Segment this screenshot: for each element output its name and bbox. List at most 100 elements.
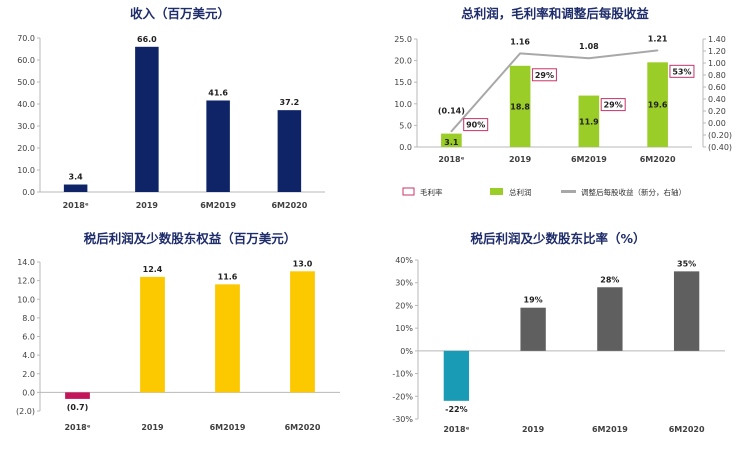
x-tick-label-6m2019: 6M2019 [210, 423, 246, 432]
y-tick-label: (2.0) [16, 407, 35, 416]
data-label-6m2019: 41.6 [208, 88, 228, 97]
y2-tick-label: (0.20) [708, 131, 732, 140]
y-tick-label: 20% [395, 301, 413, 310]
y-tick-label: 60.0 [17, 56, 35, 65]
x-tick-label-6m2019: 6M2019 [592, 425, 628, 434]
gross-margin-label-2019: 29% [535, 71, 554, 80]
y-tick-label: 10.0 [17, 166, 35, 175]
bar-6m2020 [277, 110, 302, 192]
data-label-2018: -22% [445, 405, 467, 414]
adjusted-eps-point-6m2020 [656, 49, 659, 52]
y2-tick-label: 0.40 [708, 95, 726, 104]
bar-2019 [520, 307, 546, 351]
y-tick-label: 20.0 [17, 144, 35, 153]
y-tick-label: -20% [392, 392, 413, 401]
y-tick-label: 4.0 [22, 351, 35, 360]
gross-profit-label-2019: 18.8 [510, 102, 530, 111]
legend-label-gross-margin: 毛利率 [420, 187, 443, 197]
y-tick-label: 2.0 [22, 370, 35, 379]
x-tick-label-6m2019: 6M2019 [200, 201, 236, 210]
gross-profit-label-6m2020: 19.6 [648, 101, 668, 110]
y-tick-label: 15.0 [394, 78, 412, 87]
y2-tick-label: 0.00 [708, 119, 726, 128]
x-tick-label-2018: 2018ᵉ [438, 155, 464, 164]
bar-2018 [63, 184, 88, 192]
x-tick-label-2019: 2019 [141, 423, 164, 432]
y-tick-label: 8.0 [22, 314, 35, 323]
adjusted-eps-label-2019: 1.16 [510, 37, 530, 46]
x-tick-label-6m2020: 6M2020 [640, 155, 676, 164]
bar-6m2019 [597, 287, 623, 351]
x-tick-label-6m2019: 6M2019 [571, 155, 607, 164]
y-tick-label: 40% [395, 256, 413, 265]
x-tick-label-6m2020: 6M2020 [669, 425, 705, 434]
y-tick-label: 30% [395, 279, 413, 288]
y2-tick-label: 1.40 [708, 35, 726, 44]
y2-tick-label: 0.60 [708, 83, 726, 92]
gross-margin-box-6m2019 [600, 98, 626, 112]
data-label-6m2020: 35% [677, 259, 696, 268]
bar-6m2019 [206, 100, 230, 192]
bar-6m2020 [290, 271, 315, 393]
y-tick-label: 70.0 [17, 34, 35, 43]
gross-margin-box-6m2020 [669, 64, 695, 78]
x-tick-label-6m2020: 6M2020 [271, 201, 307, 210]
adjusted-eps-label-6m2020: 1.21 [648, 34, 668, 43]
y-tick-label: -10% [392, 370, 413, 379]
x-tick-label-6m2020: 6M2020 [285, 423, 321, 432]
legend-label-adjusted-eps: 调整后每股收益（新分，右轴） [581, 187, 686, 197]
y-tick-label: 40.0 [17, 100, 35, 109]
net-margin-chart-title: 税后利润及少数股东比率（%） [470, 231, 645, 246]
y2-tick-label: 1.20 [708, 47, 726, 56]
y-tick-label: 0.0 [399, 143, 412, 152]
data-label-2019: 12.4 [143, 265, 163, 274]
net-profit-chart-title: 税后利润及少数股东权益（百万美元） [84, 231, 297, 246]
y-tick-label: 12.0 [17, 277, 35, 286]
data-label-2019: 19% [524, 296, 543, 305]
adjusted-eps-point-6m2019 [588, 57, 590, 59]
legend-swatch-gross-margin [402, 187, 415, 196]
adjusted-eps-label-2018: (0.14) [438, 106, 465, 115]
y-tick-label: 10% [395, 324, 413, 333]
y-tick-label: 0% [400, 347, 413, 356]
y-tick-label: 0.0 [22, 188, 35, 197]
y-tick-label: 20.0 [394, 57, 412, 66]
gross-profit-chart-title: 总利润，毛利率和调整后每股收益 [461, 6, 649, 21]
y-tick-label: 14.0 [17, 258, 35, 267]
y2-tick-label: (0.40) [708, 143, 732, 152]
y-tick-label: 10.0 [394, 100, 412, 109]
legend-label-gross-profit: 总利润 [509, 187, 532, 197]
bar-6m2019 [215, 284, 240, 393]
data-label-6m2020: 37.2 [280, 98, 300, 107]
gross-profit-label-2018: 3.1 [444, 138, 459, 147]
y-tick-label: 10.0 [17, 295, 35, 304]
data-label-2018: 3.4 [69, 173, 84, 182]
y-tick-label: 6.0 [22, 333, 35, 342]
x-tick-label-2019: 2019 [136, 201, 159, 210]
x-tick-label-2018: 2018ᵉ [443, 425, 469, 434]
bar-6m2020 [673, 271, 700, 351]
y-tick-label: 25.0 [394, 35, 412, 44]
net-profit-chart: 税后利润及少数股东权益（百万美元） (2.0) 0.0 2.0 4.0 6.0 8.0 10… [16, 231, 340, 432]
adjusted-eps-line [450, 49, 658, 133]
bar-2018 [443, 350, 470, 401]
gross-profit-bar-2019 [509, 65, 531, 147]
y-tick-label: 30.0 [17, 122, 35, 131]
x-tick-label-2018: 2018ᵉ [63, 201, 89, 210]
data-label-2018: (0.7) [67, 403, 88, 412]
gross-profit-bar-6m2019 [578, 95, 600, 147]
x-tick-label-2019: 2019 [509, 155, 532, 164]
y-tick-label: 50.0 [17, 78, 35, 87]
revenue-chart: 收入（百万美元） 0.0 10.0 20.0 30.0 40.0 50.0 60.0 70.0… [17, 6, 325, 210]
gross-profit-legend: 毛利率 总利润 调整后每股收益（新分，右轴） [402, 187, 686, 197]
gross-margin-label-6m2019: 29% [604, 101, 623, 110]
gross-profit-chart: 总利润，毛利率和调整后每股收益 0.0 5.0 10.0 15.0 20.0 25.0 (0… [394, 6, 732, 197]
data-label-2019: 66.0 [137, 35, 157, 44]
bar-2019 [135, 46, 159, 192]
adjusted-eps-label-6m2019: 1.08 [579, 42, 599, 51]
gross-profit-bar-2018 [441, 133, 462, 147]
legend-swatch-gross-profit [490, 188, 503, 195]
revenue-chart-title: 收入（百万美元） [130, 6, 230, 21]
x-tick-label-2019: 2019 [522, 425, 545, 434]
